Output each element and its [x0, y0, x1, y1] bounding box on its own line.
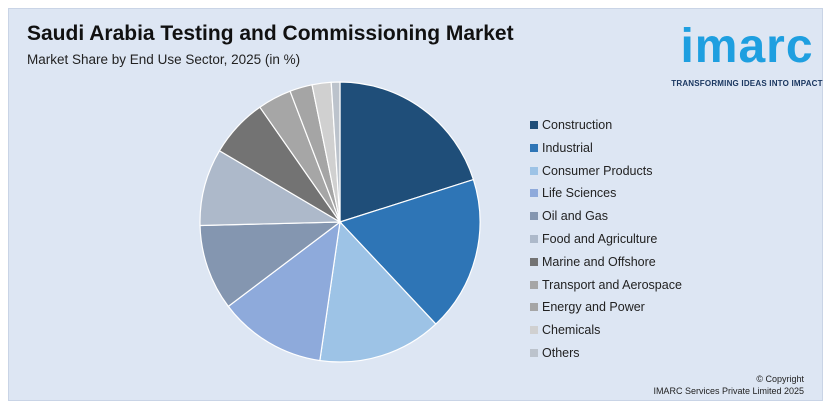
legend-swatch — [530, 143, 538, 152]
legend-label: Energy and Power — [542, 300, 645, 315]
legend-swatch — [530, 257, 538, 266]
legend-swatch — [530, 303, 538, 312]
legend-label: Industrial — [542, 140, 593, 155]
legend-swatch — [530, 326, 538, 335]
pie-slice-construction — [339, 81, 475, 223]
legend-label: Consumer Products — [542, 163, 653, 178]
copyright-owner: IMARC Services Private Limited 2025 — [653, 386, 804, 396]
legend-swatch — [530, 166, 538, 175]
legend-swatch — [530, 280, 538, 289]
pie-chart — [199, 81, 481, 363]
legend-swatch — [530, 349, 538, 357]
legend-label: Marine and Offshore — [542, 254, 656, 269]
legend-label: Transport and Aerospace — [542, 277, 682, 292]
logo-wordmark: imarc — [680, 20, 814, 73]
copyright-line: © Copyright — [756, 374, 804, 384]
chart-subtitle: Market Share by End Use Sector, 2025 (in… — [27, 52, 301, 67]
pie-slice-industrial — [338, 178, 481, 325]
pie-slice-others — [330, 81, 341, 223]
pie-slice-oil-and-gas — [199, 221, 342, 308]
logo-tagline: TRANSFORMING IDEAS INTO IMPACT — [671, 79, 823, 88]
pie-slice-consumer-products — [319, 220, 437, 363]
imarc-logo: imarc TRANSFORMING IDEAS INTO IMPACT — [667, 17, 827, 93]
chart-title: Saudi Arabia Testing and Commissioning M… — [27, 22, 514, 45]
legend-label: Life Sciences — [542, 186, 617, 201]
legend-swatch — [530, 121, 538, 129]
legend-swatch — [530, 212, 538, 221]
legend-label: Food and Agriculture — [542, 232, 658, 246]
legend-label: Chemicals — [542, 323, 601, 338]
legend-label: Construction — [542, 118, 613, 132]
pie-slice-life-sciences — [227, 220, 341, 362]
legend-label: Others — [542, 346, 580, 360]
legend-swatch — [530, 189, 538, 198]
copyright-notice: © Copyright IMARC Services Private Limit… — [653, 373, 804, 397]
legend-swatch — [530, 235, 538, 243]
legend-label: Oil and Gas — [542, 209, 609, 224]
chart-panel: Saudi Arabia Testing and Commissioning M… — [8, 8, 823, 401]
